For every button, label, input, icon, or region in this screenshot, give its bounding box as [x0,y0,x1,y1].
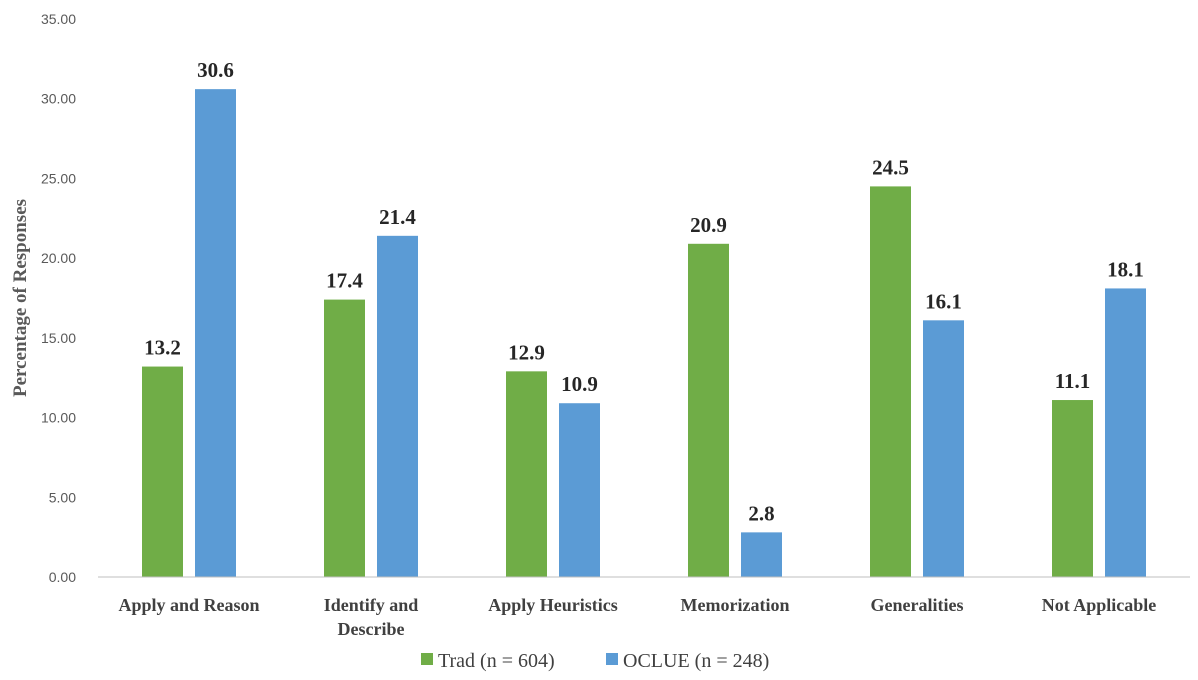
y-axis-title-group: Percentage of Responses [10,199,31,397]
bar-oclue [1105,288,1146,577]
x-category-label: Generalities [871,595,964,615]
bar-oclue [377,235,418,577]
legend-label: Trad (n = 604) [438,650,555,672]
y-tick-label: 0.00 [49,569,76,585]
data-label: 16.1 [925,289,962,313]
x-category-label: Apply and Reason [118,595,259,615]
bar-trad [506,371,547,577]
x-category-label: Describe [338,619,405,639]
y-tick-label: 10.00 [41,410,76,426]
bar-trad [688,243,729,577]
x-category-label: Apply Heuristics [488,595,618,615]
data-label: 20.9 [690,213,727,237]
bar-oclue [195,89,236,578]
x-category-label: Not Applicable [1042,595,1157,615]
data-label: 24.5 [872,155,909,179]
legend-swatch [421,653,433,665]
bar-oclue [923,320,964,577]
x-category-label: Identify and [324,595,419,615]
legend-swatch [606,653,618,665]
data-label: 2.8 [748,501,774,525]
bar-trad [870,186,911,577]
y-axis-title: Percentage of Responses [10,199,31,397]
data-label: 11.1 [1055,369,1091,393]
legend: Trad (n = 604) OCLUE (n = 248) [421,650,769,672]
bar-trad [1052,400,1093,577]
y-tick-label: 25.00 [41,170,76,186]
data-label: 12.9 [508,340,545,364]
y-tick-label: 5.00 [49,489,76,505]
data-label: 13.2 [144,336,181,360]
y-tick-label: 20.00 [41,250,76,266]
data-label: 21.4 [379,205,416,229]
x-axis-labels: Apply and Reason Identify and Describe Appl… [118,595,1156,639]
y-tick-label: 15.00 [41,330,76,346]
data-label: 18.1 [1107,257,1144,281]
x-category-label: Memorization [681,595,790,615]
bar-trad [324,299,365,577]
bar-trad [142,366,183,577]
data-label: 10.9 [561,372,598,396]
legend-label: OCLUE (n = 248) [623,650,769,672]
y-axis-ticks: 0.00 5.00 10.00 15.00 20.00 25.00 30.00 35.00 [41,11,76,585]
bars: 13.2 30.6 17.4 21.4 12.9 10.9 20.9 2.8 24.5 16.1 1… [142,58,1146,578]
data-label: 30.6 [197,58,234,82]
bar-oclue [559,403,600,577]
y-tick-label: 30.00 [41,91,76,107]
y-tick-label: 35.00 [41,11,76,27]
data-label: 17.4 [326,269,363,293]
bar-oclue [741,532,782,577]
